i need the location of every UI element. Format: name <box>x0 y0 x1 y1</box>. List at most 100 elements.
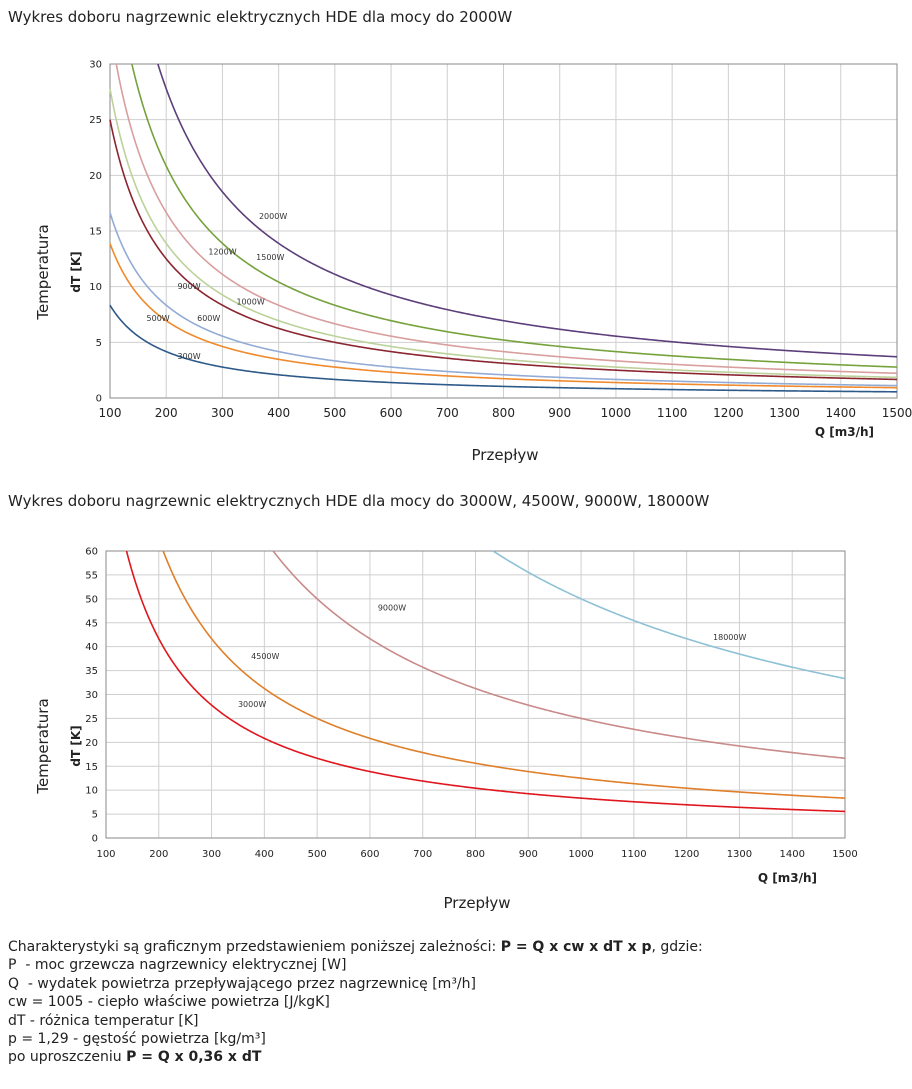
notes-cw: cw = 1005 - ciepło właściwe powietrza [J… <box>8 994 330 1011</box>
x-tick-label: 500 <box>308 849 327 860</box>
x-tick-label: 400 <box>267 406 290 420</box>
chart-tick-labels: 100 200 300 400 500 600 700 800 900 1000 1100 1200 1… <box>85 547 857 861</box>
x-tick-label: 300 <box>202 849 221 860</box>
y-tick-label: 45 <box>85 618 98 629</box>
series-line-1000W <box>109 88 898 379</box>
x-tick-label: 700 <box>436 406 459 420</box>
y-tick-label: 0 <box>92 834 98 845</box>
chart-title-1: Wykres doboru nagrzewnic elektrycznych H… <box>8 8 513 26</box>
x-tick-label: 200 <box>149 849 168 860</box>
series-line-3000W <box>125 550 846 813</box>
x-tick-label: 600 <box>360 849 379 860</box>
notes-simplified: po uproszczeniu P = Q x 0,36 x dT <box>8 1049 262 1066</box>
y-tick-label: 50 <box>85 594 98 605</box>
series-line-1200W <box>115 63 898 375</box>
y-tick-label: 30 <box>89 60 102 71</box>
x-tick-label: 900 <box>519 849 538 860</box>
x-tick-label: 300 <box>211 406 234 420</box>
chart-series <box>125 550 846 813</box>
y-tick-label: 40 <box>85 642 98 653</box>
chart-title-2: Wykres doboru nagrzewnic elektrycznych H… <box>8 492 710 510</box>
y-tick-label: 25 <box>89 115 102 126</box>
chart-curve-labels: 300W 500W 600W 900W 1000W 1200W 1500W 2000W <box>147 212 288 361</box>
chart-grid <box>109 63 898 399</box>
x-axis-title: Przepływ <box>444 894 511 912</box>
y-tick-label: 5 <box>96 338 102 349</box>
notes-intro: Charakterystyki są graficznym przedstawi… <box>8 939 703 955</box>
simplified-formula: P = Q x 0,36 x dT <box>126 1049 262 1066</box>
x-tick-label: 1200 <box>713 406 744 420</box>
series-line-600W <box>109 212 898 387</box>
x-tick-label: 1200 <box>674 849 699 860</box>
x-tick-label: 100 <box>96 849 115 860</box>
series-label-600W: 600W <box>197 314 220 323</box>
x-tick-label: 400 <box>255 849 274 860</box>
series-label-1200W: 1200W <box>208 247 236 256</box>
x-tick-label: 1300 <box>727 849 752 860</box>
notes-density: p = 1,29 - gęstość powietrza [kg/m³] <box>8 1031 266 1048</box>
series-line-2000W <box>157 63 898 358</box>
formula-notes: Charakterystyki są graficznym przedstawi… <box>8 938 703 1067</box>
series-label-300W: 300W <box>177 352 200 361</box>
x-tick-label: 1100 <box>621 849 646 860</box>
y-tick-label: 5 <box>92 810 98 821</box>
x-tick-label: 1000 <box>601 406 632 420</box>
x-tick-label: 800 <box>466 849 485 860</box>
series-label-1000W: 1000W <box>236 297 264 306</box>
y-axis-unit: dT [K] <box>69 725 83 766</box>
y-tick-label: 15 <box>89 227 102 238</box>
chart-series <box>109 63 898 393</box>
series-label-900W: 900W <box>177 282 200 291</box>
x-tick-label: 600 <box>380 406 403 420</box>
x-tick-label: 700 <box>413 849 432 860</box>
x-tick-label: 1500 <box>882 406 912 420</box>
y-tick-label: 0 <box>96 394 102 405</box>
series-line-500W <box>109 243 898 389</box>
series-line-900W <box>109 119 898 381</box>
x-tick-label: 1400 <box>826 406 857 420</box>
series-line-18000W <box>492 550 846 680</box>
y-tick-label: 30 <box>85 690 98 701</box>
x-tick-label: 500 <box>323 406 346 420</box>
y-tick-label: 60 <box>85 547 98 558</box>
x-axis-title: Przepływ <box>472 446 539 464</box>
y-tick-label: 10 <box>89 282 102 293</box>
series-line-4500W <box>162 550 846 799</box>
y-tick-label: 20 <box>89 171 102 182</box>
x-axis-unit: Q [m3/h] <box>815 425 874 439</box>
y-tick-label: 25 <box>85 714 98 725</box>
y-tick-label: 20 <box>85 738 98 749</box>
x-tick-label: 1000 <box>568 849 593 860</box>
y-axis-unit: dT [K] <box>69 251 83 292</box>
series-label-2000W: 2000W <box>259 212 287 221</box>
notes-p: P - moc grzewcza nagrzewnicy elektryczne… <box>8 957 347 974</box>
main-formula: P = Q x cw x dT x p <box>500 939 652 955</box>
series-label-500W: 500W <box>147 314 170 323</box>
chart-curve-labels: 3000W 4500W 9000W 18000W <box>238 603 747 709</box>
series-label-18000W: 18000W <box>713 633 746 642</box>
x-tick-label: 1500 <box>832 849 857 860</box>
series-line-300W <box>109 304 897 393</box>
series-line-9000W <box>272 550 846 760</box>
y-axis-title: Temperatura <box>34 698 52 794</box>
plot-frame <box>105 550 846 839</box>
series-line-1500W <box>131 63 898 368</box>
y-tick-label: 35 <box>85 666 98 677</box>
series-label-9000W: 9000W <box>378 603 406 612</box>
x-tick-label: 100 <box>99 406 122 420</box>
y-tick-label: 55 <box>85 570 98 581</box>
x-tick-label: 800 <box>492 406 515 420</box>
x-tick-label: 1100 <box>657 406 688 420</box>
x-axis-unit: Q [m3/h] <box>758 871 817 885</box>
series-label-1500W: 1500W <box>256 253 284 262</box>
series-label-4500W: 4500W <box>251 652 279 661</box>
chart-grid <box>105 550 846 839</box>
notes-q: Q - wydatek powietrza przepływającego pr… <box>8 975 476 992</box>
x-tick-label: 1300 <box>769 406 800 420</box>
chart-tick-labels: 100 200 300 400 500 600 700 800 900 1000 1100 1200 1… <box>89 60 912 421</box>
x-tick-label: 1400 <box>779 849 804 860</box>
plot-frame <box>109 63 898 399</box>
x-tick-label: 900 <box>548 406 571 420</box>
